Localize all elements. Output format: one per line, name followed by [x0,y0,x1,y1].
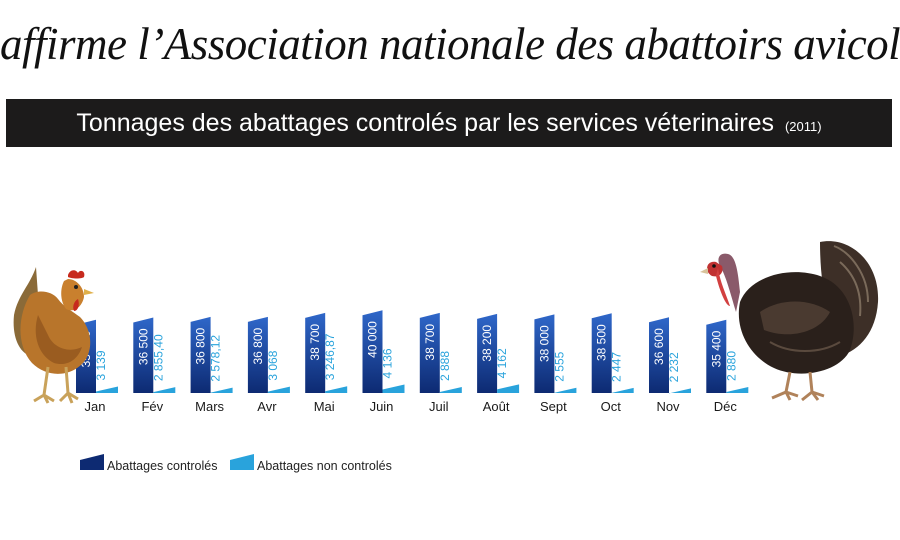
bar-uncontrolled [267,386,290,393]
data-label-controlled: 40 000 [366,321,380,358]
legend-swatch-controlled [80,454,104,470]
bar-uncontrolled [325,386,348,393]
bar-uncontrolled [669,388,691,394]
legend-item-uncontrolled: Abattages non controlés [230,451,410,481]
bar-uncontrolled [554,387,577,393]
data-label-uncontrolled: 2 888 [438,351,452,381]
data-label-uncontrolled: 2 447 [610,352,624,382]
data-label-uncontrolled: 2 855,40 [151,334,165,381]
bar-uncontrolled [153,387,176,393]
legend-item-controlled: Abattages controlés [80,451,240,481]
data-label-uncontrolled: 2 578,12 [209,335,223,382]
bar-uncontrolled [96,386,118,393]
chart-title: Tonnages des abattages controlés par les… [76,109,775,137]
data-label-controlled: 38 000 [537,325,551,362]
bar-controlled [190,316,211,393]
bar-controlled [305,312,326,393]
chicken-illustration [13,267,94,404]
bar-controlled [706,319,727,393]
x-tick-label: Fév [141,399,163,414]
bar-controlled [477,313,498,393]
x-tick-label: Juin [370,399,394,414]
data-label-controlled: 38 700 [423,324,437,361]
x-tick-label: Jan [85,399,106,414]
x-tick-label: Déc [714,399,738,414]
bar-uncontrolled [382,384,405,393]
bar-uncontrolled [497,384,520,393]
data-label-uncontrolled: 3 139 [94,350,108,380]
bar-uncontrolled [726,387,749,393]
data-label-uncontrolled: 2 880 [724,351,738,381]
data-label-controlled: 35 400 [709,330,723,367]
bar-uncontrolled [439,387,462,393]
legend-label-controlled: Abattages controlés [107,459,218,473]
x-tick-label: Oct [601,399,622,414]
data-label-uncontrolled: 4 162 [495,348,509,378]
x-tick-label: Avr [257,399,277,414]
bar-controlled [649,317,669,393]
x-tick-label: Août [483,399,510,414]
data-label-controlled: 36 800 [251,327,265,364]
bar-controlled [419,312,440,393]
chart-title-bar: Tonnages des abattages controlés par les… [6,99,892,147]
headline: affirme l’Association nationale des abat… [0,19,900,69]
data-label-controlled: 36 800 [194,327,208,364]
bar-controlled [247,316,268,393]
legend-label-uncontrolled: Abattages non controlés [257,459,392,473]
bar-uncontrolled [611,387,634,393]
data-label-controlled: 38 700 [308,324,322,361]
bar-controlled [133,317,154,393]
legend-swatch-uncontrolled [230,454,254,470]
turkey-illustration [700,241,879,402]
x-tick-label: Juil [429,399,449,414]
data-label-uncontrolled: 2 555 [552,351,566,381]
data-label-uncontrolled: 3 246,87 [323,333,337,380]
chart-title-year: (2011) [784,119,822,134]
x-tick-label: Mai [314,399,335,414]
x-tick-label: Mars [195,399,224,414]
data-label-uncontrolled: 2 232 [667,352,681,382]
x-tick-label: Nov [656,399,680,414]
data-label-controlled: 36 600 [652,328,666,365]
bar-controlled [362,310,383,393]
data-label-controlled: 38 200 [480,325,494,362]
data-label-controlled: 36 500 [136,328,150,365]
bar-controlled [534,314,555,393]
data-label-controlled: 38 500 [595,324,609,361]
x-tick-label: Sept [540,399,567,414]
data-label-uncontrolled: 3 068 [266,350,280,380]
bar-uncontrolled [210,387,233,393]
data-label-uncontrolled: 4 136 [381,348,395,378]
bar-controlled [591,313,612,393]
